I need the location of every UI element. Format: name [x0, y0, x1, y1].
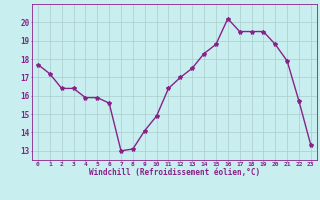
X-axis label: Windchill (Refroidissement éolien,°C): Windchill (Refroidissement éolien,°C): [89, 168, 260, 177]
